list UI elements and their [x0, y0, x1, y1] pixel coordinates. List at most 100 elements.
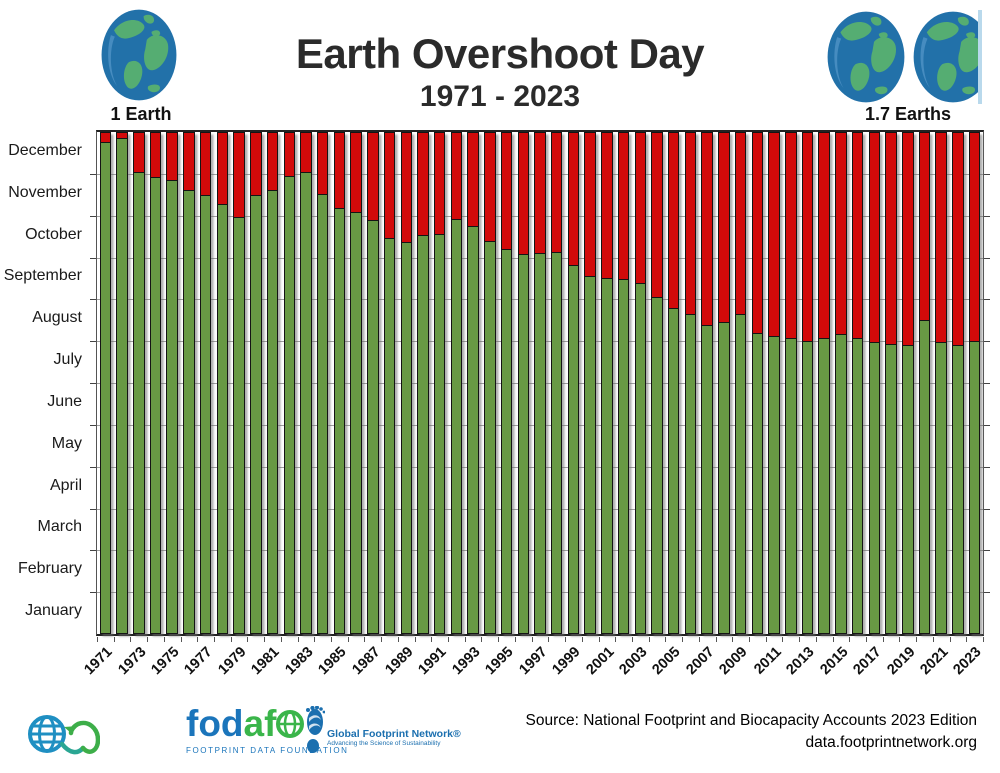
days-before-overshoot — [383, 238, 396, 634]
overshoot-bar-2003 — [634, 132, 647, 634]
month-tick — [90, 299, 96, 300]
days-after-overshoot — [467, 132, 479, 227]
overshoot-bar-2014 — [818, 132, 830, 634]
year-tick — [849, 637, 851, 642]
days-after-overshoot — [500, 132, 513, 250]
year-tick — [966, 637, 968, 642]
year-tick — [280, 637, 282, 642]
days-before-overshoot — [149, 177, 162, 634]
days-after-overshoot — [133, 132, 145, 173]
y-axis-month-labels: December November October September August Ju… — [0, 130, 88, 632]
year-label-1989: 1989 — [382, 644, 417, 679]
days-after-overshoot — [634, 132, 647, 284]
days-before-overshoot — [500, 249, 513, 634]
days-before-overshoot — [183, 190, 195, 634]
gfn-footprint-icon — [306, 706, 325, 753]
overshoot-bar-1992 — [450, 132, 463, 634]
month-label-october: October — [25, 225, 82, 243]
year-label-1977: 1977 — [181, 644, 217, 679]
overshoot-bar-1985 — [333, 132, 346, 634]
overshoot-bar-1998 — [550, 132, 563, 634]
overshoot-bar-2022 — [952, 132, 964, 634]
days-after-overshoot — [550, 132, 563, 253]
days-after-overshoot — [968, 132, 981, 342]
days-before-overshoot — [467, 226, 479, 634]
overshoot-bar-1983 — [300, 132, 312, 634]
year-label-1973: 1973 — [114, 644, 150, 679]
year-tick — [431, 637, 433, 642]
days-after-overshoot — [433, 132, 446, 235]
days-after-overshoot — [266, 132, 279, 191]
year-label-2009: 2009 — [716, 644, 751, 679]
year-tick — [514, 637, 516, 642]
year-tick — [865, 637, 867, 642]
days-before-overshoot — [634, 283, 647, 634]
month-tick — [984, 467, 990, 468]
days-after-overshoot — [484, 132, 496, 242]
month-label-may: May — [51, 434, 82, 452]
days-after-overshoot — [367, 132, 379, 221]
overshoot-bar-1984 — [316, 132, 329, 634]
days-after-overshoot — [935, 132, 947, 343]
days-after-overshoot — [417, 132, 429, 236]
overshoot-bar-1981 — [266, 132, 279, 634]
year-tick — [765, 637, 767, 642]
year-label-1995: 1995 — [482, 644, 517, 679]
year-label-2005: 2005 — [649, 644, 685, 679]
overshoot-bar-1980 — [250, 132, 262, 634]
year-tick — [464, 637, 466, 642]
year-tick — [715, 637, 717, 642]
days-before-overshoot — [952, 345, 964, 634]
overshoot-bar-1991 — [433, 132, 446, 634]
days-before-overshoot — [534, 253, 546, 634]
days-before-overshoot — [868, 342, 881, 634]
year-tick — [180, 637, 182, 642]
year-label-2003: 2003 — [616, 644, 651, 679]
fodafo-globe-icon — [276, 710, 305, 738]
year-tick — [531, 637, 533, 642]
days-before-overshoot — [584, 276, 596, 634]
year-tick — [230, 637, 232, 642]
month-tick — [984, 383, 990, 384]
year-tick — [548, 637, 550, 642]
year-label-2017: 2017 — [850, 644, 885, 679]
fodafo-wordmark: fodaf — [186, 704, 306, 744]
year-label-1997: 1997 — [516, 644, 551, 679]
year-tick — [448, 637, 450, 642]
days-after-overshoot — [216, 132, 229, 205]
month-tick — [984, 216, 990, 217]
year-tick — [364, 637, 366, 642]
year-label-2019: 2019 — [883, 644, 919, 679]
month-label-july: July — [53, 351, 82, 369]
source-url[interactable]: data.footprintnetwork.org — [805, 734, 977, 751]
days-before-overshoot — [216, 204, 229, 634]
days-before-overshoot — [768, 336, 780, 634]
year-label-1983: 1983 — [282, 644, 317, 679]
days-before-overshoot — [751, 333, 764, 634]
days-after-overshoot — [868, 132, 881, 343]
overshoot-bar-chart — [90, 130, 990, 642]
days-before-overshoot — [133, 172, 145, 634]
days-before-overshoot — [517, 254, 530, 634]
year-tick — [381, 637, 383, 642]
year-tick — [748, 637, 750, 642]
days-before-overshoot — [300, 172, 312, 634]
days-after-overshoot — [567, 132, 580, 266]
days-after-overshoot — [617, 132, 630, 280]
month-label-april: April — [49, 476, 82, 494]
days-before-overshoot — [918, 320, 931, 634]
overshoot-bar-2016 — [851, 132, 864, 634]
eod-globe-loop-icon — [28, 715, 101, 755]
days-before-overshoot — [968, 341, 981, 634]
year-tick — [331, 637, 333, 642]
days-before-overshoot — [902, 345, 914, 634]
overshoot-bar-2007 — [701, 132, 713, 634]
days-before-overshoot — [835, 334, 847, 634]
one-earth-label: 1 Earth — [110, 104, 172, 124]
overshoot-bar-2013 — [801, 132, 814, 634]
month-tick — [90, 216, 96, 217]
overshoot-bar-2020 — [918, 132, 931, 634]
days-after-overshoot — [751, 132, 764, 334]
days-after-overshoot — [601, 132, 613, 279]
days-after-overshoot — [166, 132, 178, 181]
